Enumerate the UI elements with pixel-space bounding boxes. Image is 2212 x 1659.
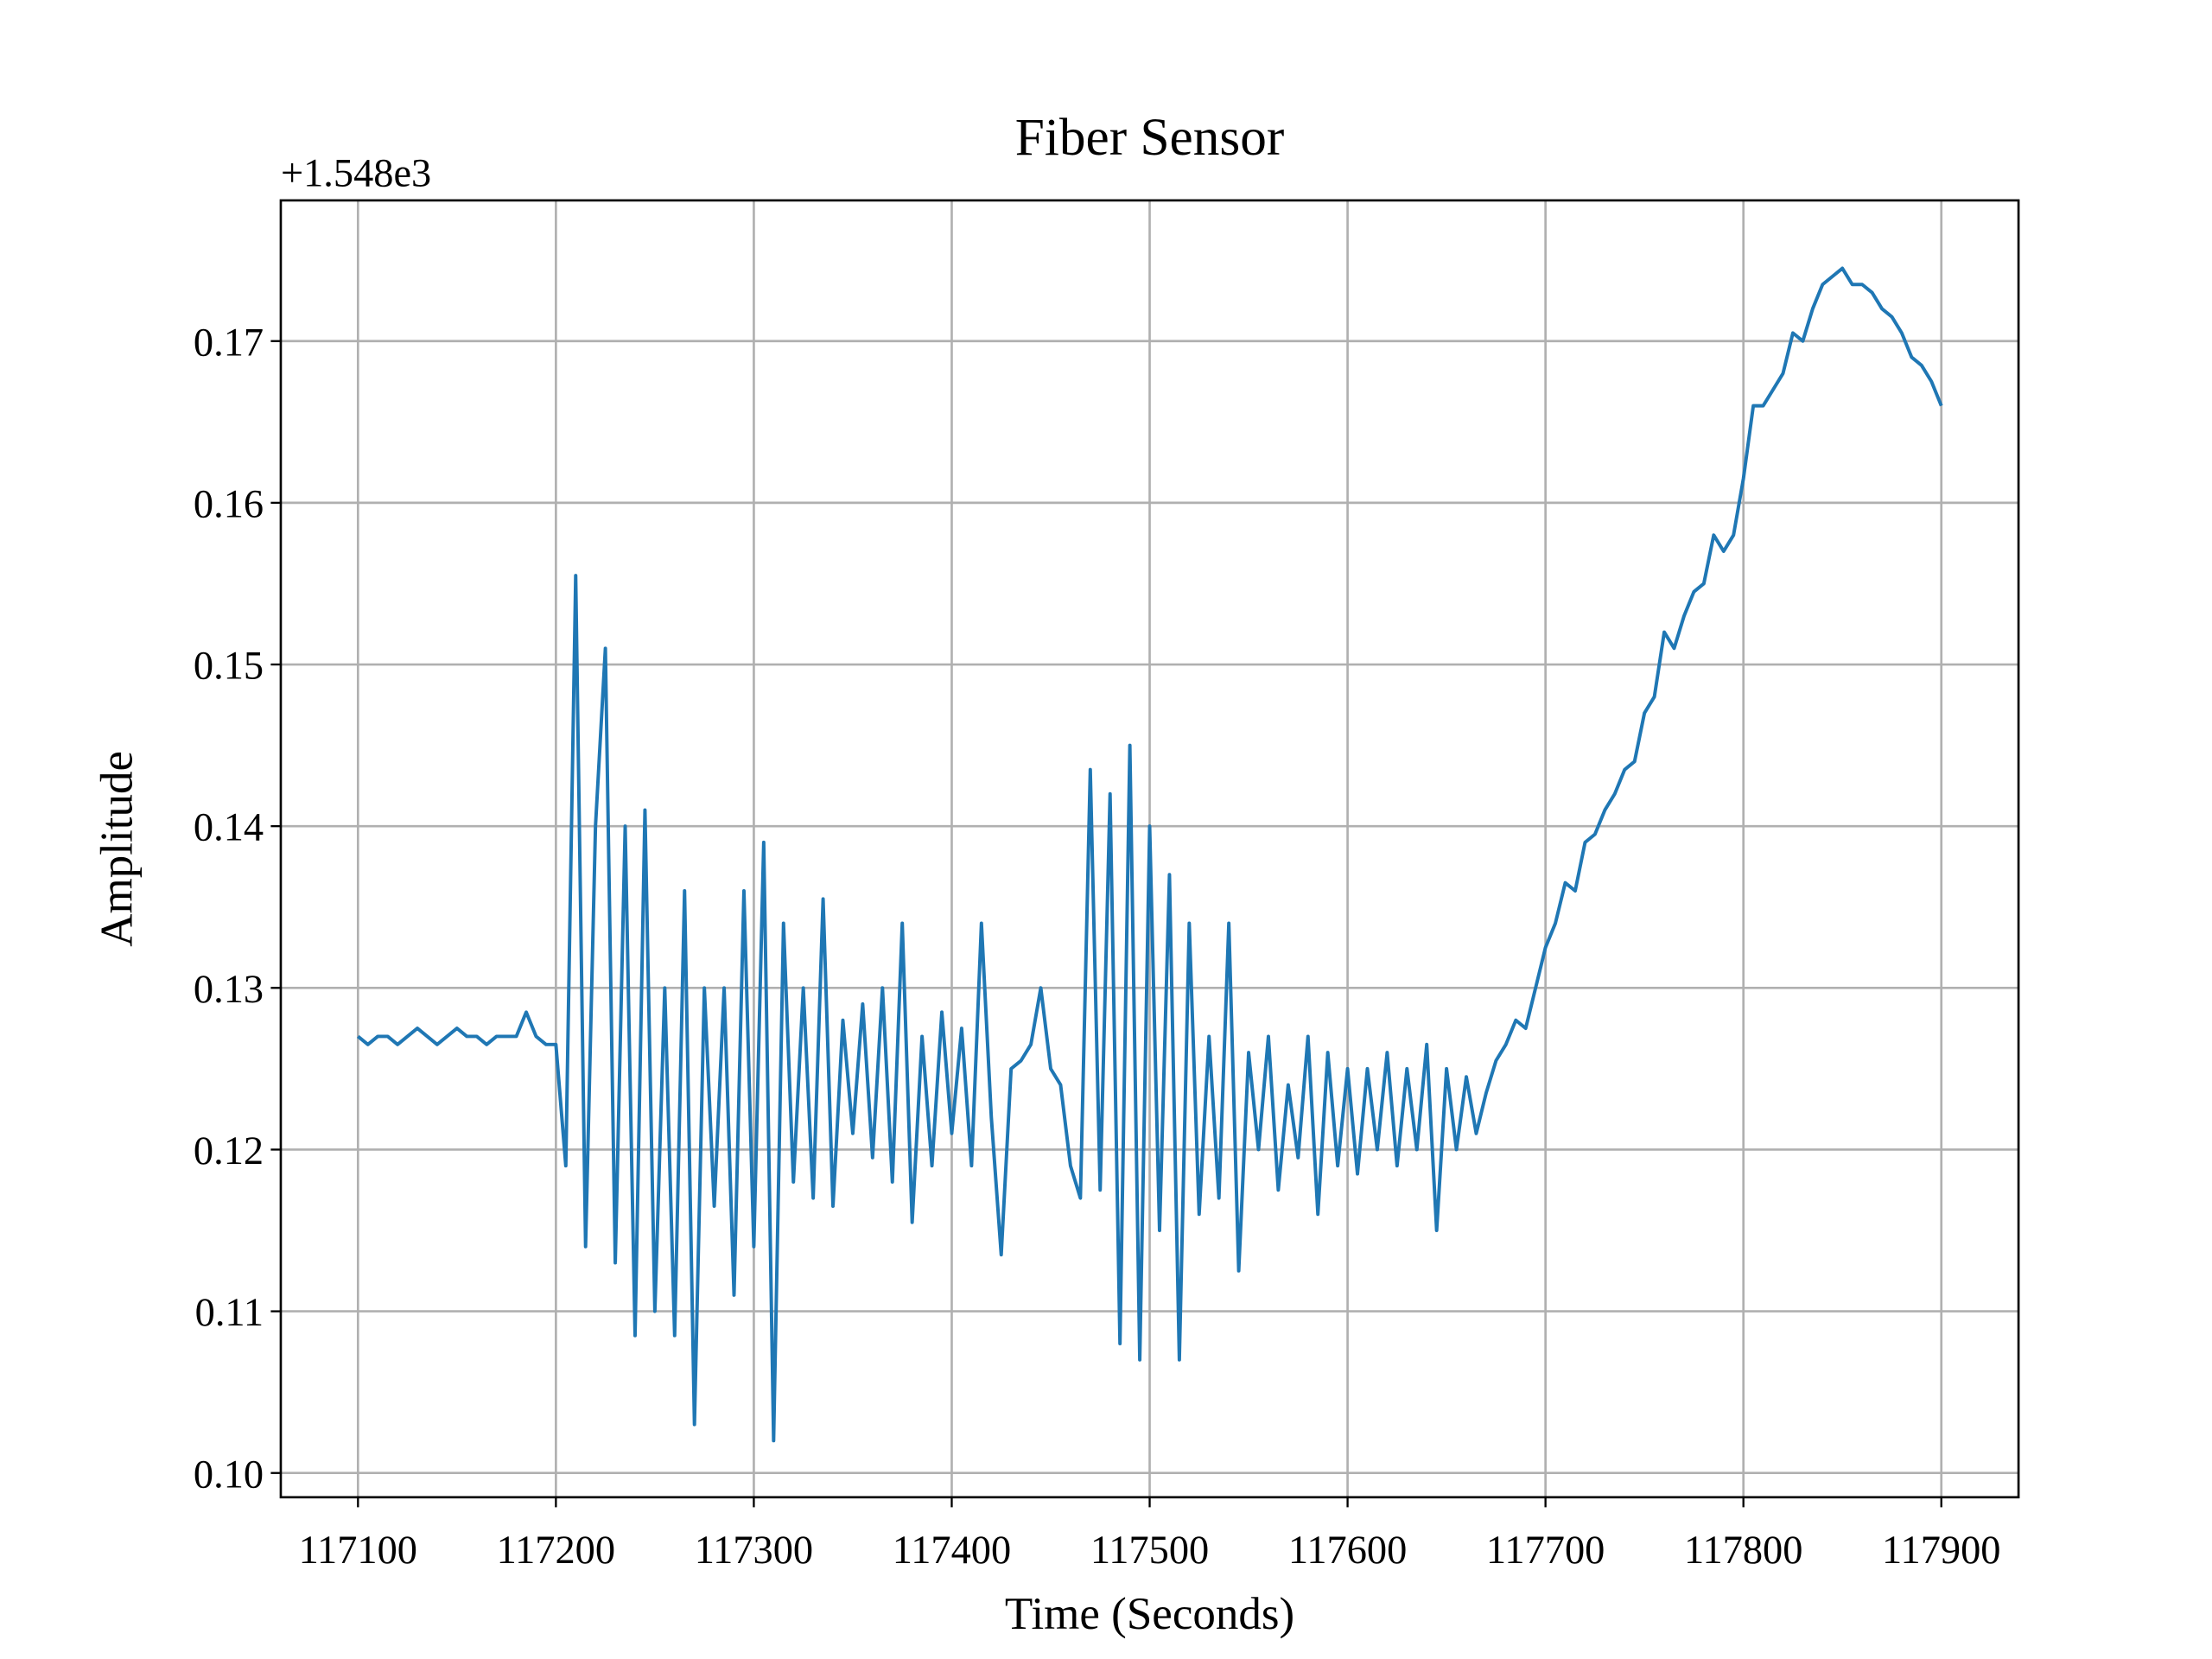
plot-area [357,266,1943,1443]
y-tick-label: 0.16 [194,482,264,526]
data-line [357,266,1943,1443]
chart-title: Fiber Sensor [1015,108,1285,167]
x-tick-label: 117400 [893,1529,1011,1573]
y-tick-label: 0.17 [194,321,264,365]
y-tick-label: 0.11 [195,1291,264,1335]
x-tick-label: 117700 [1486,1529,1605,1573]
x-tick-label: 117200 [497,1529,615,1573]
y-tick-label: 0.13 [194,968,264,1012]
y-tick-label: 0.14 [194,806,264,850]
x-tick-label: 117100 [299,1529,417,1573]
ticks: 117100 117200 117300 117400 117500 117600 1177… [194,321,2001,1573]
y-tick-label: 0.10 [194,1452,264,1497]
y-tick-label: 0.12 [194,1129,264,1173]
x-axis-label: Time (Seconds) [1005,1589,1294,1639]
y-offset-label: +1.548e3 [281,151,431,195]
x-tick-label: 117300 [695,1529,813,1573]
x-tick-label: 117600 [1288,1529,1407,1573]
x-tick-label: 117500 [1090,1529,1209,1573]
x-tick-label: 117900 [1882,1529,2000,1573]
x-tick-label: 117800 [1684,1529,1802,1573]
y-axis-label: Amplitude [92,751,143,947]
y-tick-label: 0.15 [194,645,264,689]
